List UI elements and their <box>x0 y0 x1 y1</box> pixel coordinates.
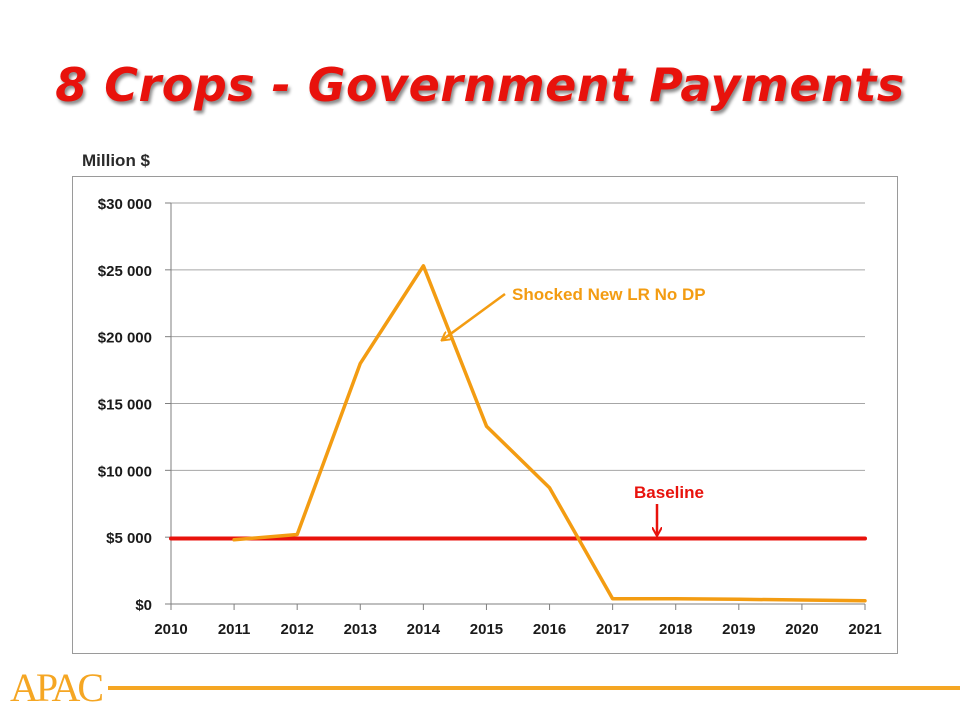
footer-rule <box>108 686 960 690</box>
y-tick-label: $0 <box>135 597 152 614</box>
y-tick-label: $25 000 <box>98 263 152 280</box>
x-tick-label: 2019 <box>722 621 755 638</box>
x-tick-label: 2010 <box>154 621 187 638</box>
annotation-shocked-label: Shocked New LR No DP <box>512 285 706 304</box>
x-tick-label: 2012 <box>280 621 313 638</box>
x-tick-label: 2015 <box>470 621 503 638</box>
x-tick-label: 2014 <box>407 621 441 638</box>
y-tick-label: $5 000 <box>106 530 152 547</box>
series-lines <box>169 264 867 603</box>
axes: $0 $5 000 $10 000 $15 000 $20 000 $25 000 $30 … <box>98 196 882 638</box>
y-tick-label: $10 000 <box>98 463 152 480</box>
slide-title: 8 Crops - Government Payments <box>55 58 905 112</box>
x-tick-label: 2017 <box>596 621 629 638</box>
y-tick-label: $20 000 <box>98 330 152 347</box>
x-tick-label: 2016 <box>533 621 566 638</box>
gridlines <box>171 202 865 538</box>
chart-frame <box>72 176 898 654</box>
x-tick-label: 2018 <box>659 621 692 638</box>
annotation-shocked-arrow <box>442 292 506 340</box>
x-tick-label: 2011 <box>218 621 251 638</box>
x-tick-label: 2021 <box>848 621 881 638</box>
x-tick-label: 2013 <box>344 621 377 638</box>
y-tick-label: $15 000 <box>98 397 152 414</box>
y-axis-unit-label: Million $ <box>82 151 150 170</box>
annotation-baseline-label: Baseline <box>634 483 704 502</box>
y-tick-label: $30 000 <box>98 196 152 213</box>
apac-logo: APAC <box>10 665 104 710</box>
x-tick-label: 2020 <box>785 621 818 638</box>
annotations: Shocked New LR No DP Baseline <box>442 285 706 535</box>
series-line-shocked-new-lr-no-dp <box>232 264 867 603</box>
